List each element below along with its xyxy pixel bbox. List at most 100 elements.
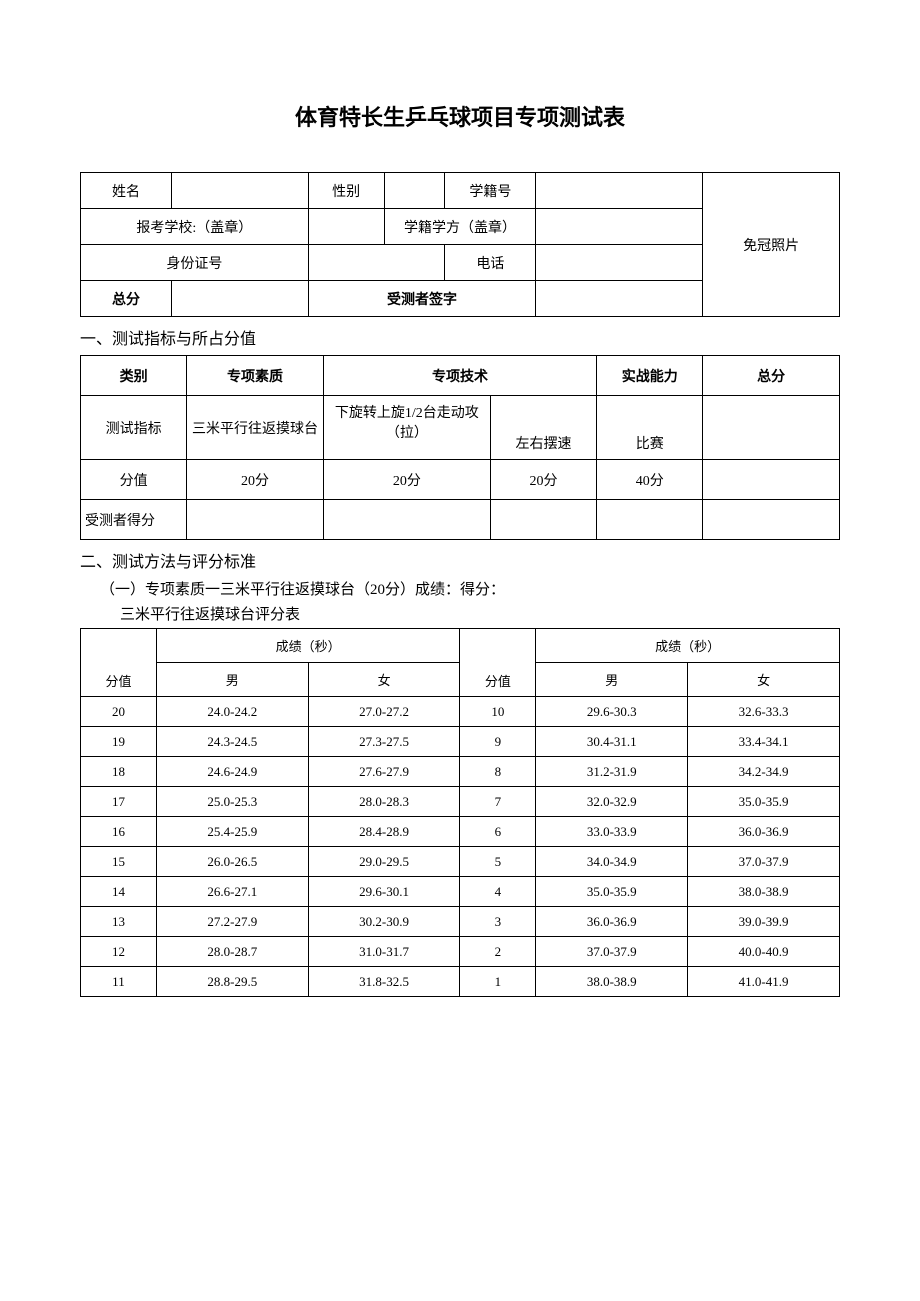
score-combat: 40分 [597,460,703,500]
hdr-result-left: 成绩（秒） [156,629,460,663]
score-row: 2024.0-24.227.0-27.21029.6-30.332.6-33.3 [81,697,840,727]
hdr-male-right: 男 [536,663,688,697]
label-school-edu: 学籍学方（盖章） [384,209,536,245]
result-skill2[interactable] [490,500,596,540]
score-row: 1426.6-27.129.6-30.1435.0-35.938.0-38.9 [81,877,840,907]
score-cell: 5 [460,847,536,877]
label-name: 姓名 [81,173,172,209]
section2-sub2: 三米平行往返摸球台评分表 [120,603,840,624]
section2-heading: 二、测试方法与评分标准 [80,548,840,572]
score-cell: 34.2-34.9 [688,757,840,787]
hdr-male-left: 男 [156,663,308,697]
score-cell: 29.0-29.5 [308,847,460,877]
score-cell: 1 [460,967,536,997]
result-total[interactable] [703,500,840,540]
score-cell: 35.0-35.9 [688,787,840,817]
score-cell: 24.3-24.5 [156,727,308,757]
field-name[interactable] [172,173,309,209]
field-school[interactable] [308,209,384,245]
score-cell: 37.0-37.9 [688,847,840,877]
score-row: 1228.0-28.731.0-31.7237.0-37.940.0-40.9 [81,937,840,967]
score-cell: 25.4-25.9 [156,817,308,847]
score-skill1: 20分 [323,460,490,500]
field-gender[interactable] [384,173,445,209]
col-category: 类别 [81,356,187,396]
score-row: 1327.2-27.930.2-30.9336.0-36.939.0-39.9 [81,907,840,937]
result-combat[interactable] [597,500,703,540]
score-cell: 17 [81,787,157,817]
score-cell: 38.0-38.9 [688,877,840,907]
hdr-score-right: 分值 [460,629,536,697]
score-cell: 25.0-25.3 [156,787,308,817]
score-cell: 31.8-32.5 [308,967,460,997]
score-cell: 32.6-33.3 [688,697,840,727]
row-result: 受测者得分 [81,500,187,540]
score-cell: 26.6-27.1 [156,877,308,907]
score-cell: 10 [460,697,536,727]
score-quality: 20分 [187,460,324,500]
hdr-score-left: 分值 [81,629,157,697]
result-skill1[interactable] [323,500,490,540]
score-cell: 28.4-28.9 [308,817,460,847]
score-skill2: 20分 [490,460,596,500]
score-cell: 34.0-34.9 [536,847,688,877]
field-student-id[interactable] [536,173,703,209]
score-cell: 3 [460,907,536,937]
ind-total[interactable] [703,396,840,460]
label-id-card: 身份证号 [81,245,309,281]
score-cell: 24.0-24.2 [156,697,308,727]
score-cell: 28.0-28.7 [156,937,308,967]
score-row: 1625.4-25.928.4-28.9633.0-33.936.0-36.9 [81,817,840,847]
info-table: 姓名 性别 学籍号 免冠照片 报考学校:（盖章） 学籍学方（盖章） 身份证号 电… [80,172,840,317]
field-school-edu[interactable] [536,209,703,245]
score-cell: 27.0-27.2 [308,697,460,727]
indicator-table: 类别 专项素质 专项技术 实战能力 总分 测试指标 三米平行往返摸球台 下旋转上… [80,355,840,540]
score-cell: 27.6-27.9 [308,757,460,787]
label-school: 报考学校:（盖章） [81,209,309,245]
score-cell: 37.0-37.9 [536,937,688,967]
field-id-card[interactable] [308,245,445,281]
score-cell: 28.0-28.3 [308,787,460,817]
score-cell: 20 [81,697,157,727]
hdr-female-right: 女 [688,663,840,697]
hdr-female-left: 女 [308,663,460,697]
score-cell: 13 [81,907,157,937]
score-row: 1725.0-25.328.0-28.3732.0-32.935.0-35.9 [81,787,840,817]
score-cell: 12 [81,937,157,967]
ind-skill1: 下旋转上旋1/2台走动攻（拉） [323,396,490,460]
page-title: 体育特长生乒乓球项目专项测试表 [80,100,840,132]
label-phone: 电话 [445,245,536,281]
score-cell: 30.4-31.1 [536,727,688,757]
score-table: 分值 成绩（秒） 分值 成绩（秒） 男 女 男 女 2024.0-24.227.… [80,628,840,997]
score-cell: 28.8-29.5 [156,967,308,997]
result-quality[interactable] [187,500,324,540]
score-cell: 11 [81,967,157,997]
row-score: 分值 [81,460,187,500]
label-student-id: 学籍号 [445,173,536,209]
score-cell: 26.0-26.5 [156,847,308,877]
photo-cell: 免冠照片 [703,173,840,317]
score-cell: 38.0-38.9 [536,967,688,997]
score-row: 1128.8-29.531.8-32.5138.0-38.941.0-41.9 [81,967,840,997]
score-cell: 36.0-36.9 [688,817,840,847]
col-combat: 实战能力 [597,356,703,396]
field-phone[interactable] [536,245,703,281]
score-cell: 18 [81,757,157,787]
score-row: 1526.0-26.529.0-29.5534.0-34.937.0-37.9 [81,847,840,877]
score-cell: 33.0-33.9 [536,817,688,847]
score-cell: 15 [81,847,157,877]
score-cell: 33.4-34.1 [688,727,840,757]
field-signature[interactable] [536,281,703,317]
score-cell: 4 [460,877,536,907]
score-cell: 35.0-35.9 [536,877,688,907]
score-cell: 36.0-36.9 [536,907,688,937]
row-indicator: 测试指标 [81,396,187,460]
score-row: 1924.3-24.527.3-27.5930.4-31.133.4-34.1 [81,727,840,757]
score-cell: 31.2-31.9 [536,757,688,787]
col-total: 总分 [703,356,840,396]
score-cell: 24.6-24.9 [156,757,308,787]
field-total[interactable] [172,281,309,317]
score-total[interactable] [703,460,840,500]
score-cell: 39.0-39.9 [688,907,840,937]
ind-combat: 比赛 [597,396,703,460]
